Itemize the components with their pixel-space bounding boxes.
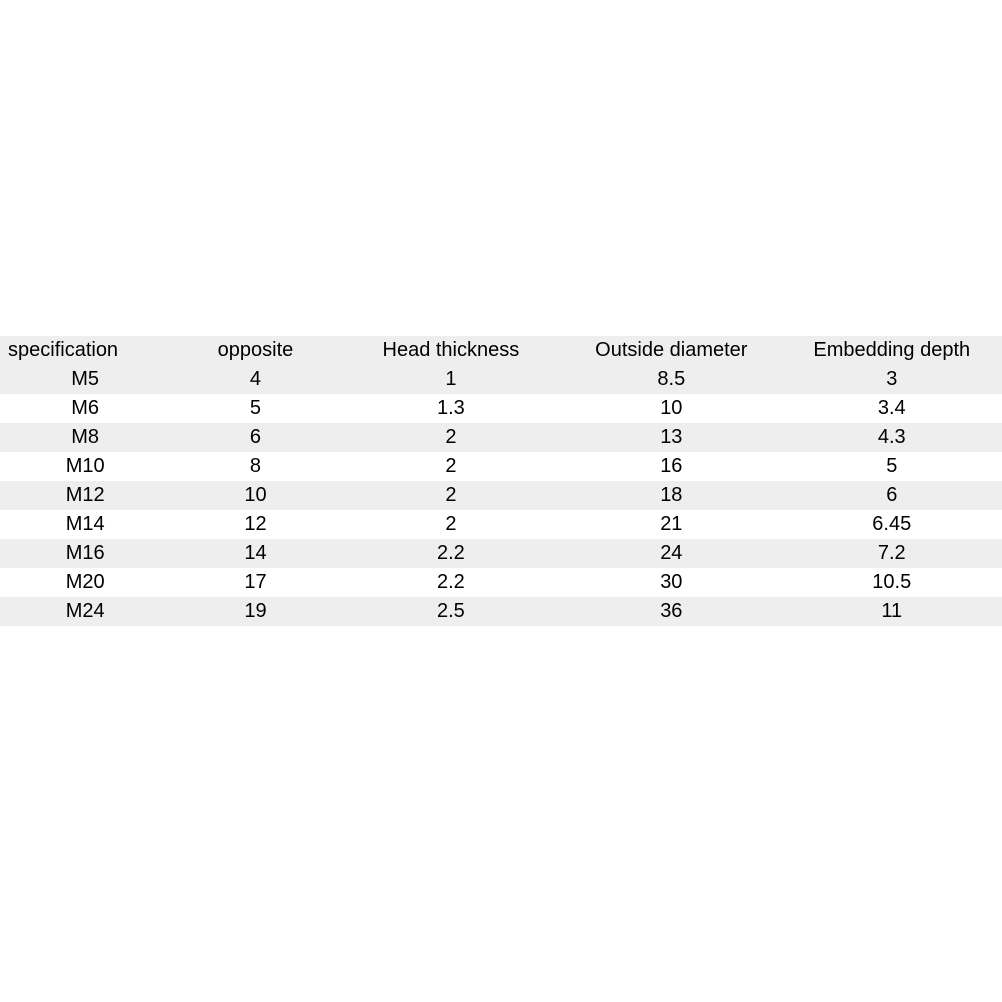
cell-spec: M8 xyxy=(0,423,170,452)
cell-outside-diameter: 8.5 xyxy=(561,365,781,394)
spec-table: specification opposite Head thickness Ou… xyxy=(0,336,1002,626)
col-header-head-thickness: Head thickness xyxy=(341,336,561,365)
cell-embedding-depth: 10.5 xyxy=(782,568,1002,597)
col-header-embedding-depth: Embedding depth xyxy=(782,336,1002,365)
cell-embedding-depth: 3.4 xyxy=(782,394,1002,423)
cell-outside-diameter: 36 xyxy=(561,597,781,626)
cell-head-thickness: 1.3 xyxy=(341,394,561,423)
cell-head-thickness: 2 xyxy=(341,510,561,539)
cell-opposite: 14 xyxy=(170,539,340,568)
cell-spec: M14 xyxy=(0,510,170,539)
table-row: M5 4 1 8.5 3 xyxy=(0,365,1002,394)
cell-spec: M6 xyxy=(0,394,170,423)
cell-opposite: 8 xyxy=(170,452,340,481)
cell-embedding-depth: 6.45 xyxy=(782,510,1002,539)
table-header-row: specification opposite Head thickness Ou… xyxy=(0,336,1002,365)
table-row: M8 6 2 13 4.3 xyxy=(0,423,1002,452)
col-header-opposite: opposite xyxy=(170,336,340,365)
cell-spec: M10 xyxy=(0,452,170,481)
cell-head-thickness: 2 xyxy=(341,452,561,481)
cell-embedding-depth: 11 xyxy=(782,597,1002,626)
cell-embedding-depth: 6 xyxy=(782,481,1002,510)
cell-outside-diameter: 30 xyxy=(561,568,781,597)
cell-spec: M12 xyxy=(0,481,170,510)
table-row: M12 10 2 18 6 xyxy=(0,481,1002,510)
table-row: M20 17 2.2 30 10.5 xyxy=(0,568,1002,597)
table-body: M5 4 1 8.5 3 M6 5 1.3 10 3.4 M8 6 2 13 4… xyxy=(0,365,1002,626)
cell-head-thickness: 2.2 xyxy=(341,568,561,597)
table-row: M16 14 2.2 24 7.2 xyxy=(0,539,1002,568)
cell-head-thickness: 1 xyxy=(341,365,561,394)
cell-spec: M24 xyxy=(0,597,170,626)
cell-outside-diameter: 16 xyxy=(561,452,781,481)
cell-outside-diameter: 13 xyxy=(561,423,781,452)
cell-embedding-depth: 5 xyxy=(782,452,1002,481)
cell-spec: M5 xyxy=(0,365,170,394)
cell-outside-diameter: 21 xyxy=(561,510,781,539)
cell-opposite: 5 xyxy=(170,394,340,423)
cell-head-thickness: 2.2 xyxy=(341,539,561,568)
table-row: M10 8 2 16 5 xyxy=(0,452,1002,481)
table-row: M24 19 2.5 36 11 xyxy=(0,597,1002,626)
cell-embedding-depth: 3 xyxy=(782,365,1002,394)
cell-opposite: 19 xyxy=(170,597,340,626)
cell-head-thickness: 2.5 xyxy=(341,597,561,626)
spec-table-container: specification opposite Head thickness Ou… xyxy=(0,336,1002,626)
cell-opposite: 17 xyxy=(170,568,340,597)
cell-embedding-depth: 4.3 xyxy=(782,423,1002,452)
table-row: M6 5 1.3 10 3.4 xyxy=(0,394,1002,423)
cell-spec: M16 xyxy=(0,539,170,568)
cell-outside-diameter: 10 xyxy=(561,394,781,423)
cell-head-thickness: 2 xyxy=(341,481,561,510)
cell-opposite: 4 xyxy=(170,365,340,394)
col-header-specification: specification xyxy=(0,336,170,365)
table-row: M14 12 2 21 6.45 xyxy=(0,510,1002,539)
cell-opposite: 12 xyxy=(170,510,340,539)
cell-outside-diameter: 24 xyxy=(561,539,781,568)
cell-opposite: 10 xyxy=(170,481,340,510)
cell-opposite: 6 xyxy=(170,423,340,452)
col-header-outside-diameter: Outside diameter xyxy=(561,336,781,365)
cell-outside-diameter: 18 xyxy=(561,481,781,510)
cell-embedding-depth: 7.2 xyxy=(782,539,1002,568)
cell-spec: M20 xyxy=(0,568,170,597)
cell-head-thickness: 2 xyxy=(341,423,561,452)
